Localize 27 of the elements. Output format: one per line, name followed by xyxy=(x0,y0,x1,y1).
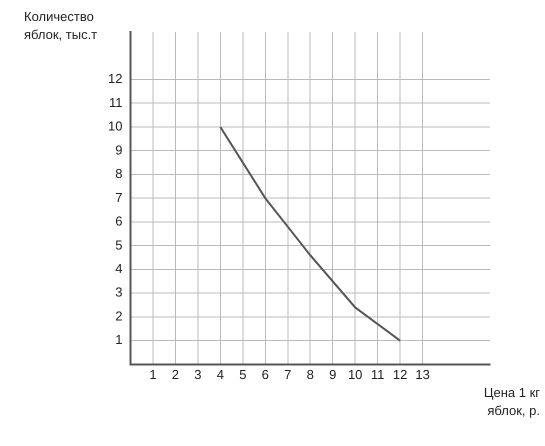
x-tick-label: 10 xyxy=(348,366,362,382)
y-axis-title: Количество яблок, тыс.т xyxy=(24,8,98,44)
y-tick-label: 7 xyxy=(115,190,122,205)
x-tick-label: 3 xyxy=(194,366,202,382)
x-tick-label: 1 xyxy=(149,366,157,382)
y-tick-label: 9 xyxy=(115,142,122,158)
x-tick-label: 8 xyxy=(306,366,314,382)
x-tick-label: 5 xyxy=(239,366,246,382)
y-tick-label: 5 xyxy=(115,237,122,252)
x-tick-label: 7 xyxy=(284,366,292,382)
y-tick-label: 12 xyxy=(108,71,122,86)
y-tick-label: 6 xyxy=(115,214,122,229)
x-tick-label: 6 xyxy=(262,366,269,382)
y-tick-label: 11 xyxy=(108,94,122,110)
y-tick-label: 10 xyxy=(108,118,122,134)
y-tick-label: 3 xyxy=(115,284,122,300)
x-tick-label: 12 xyxy=(392,366,408,382)
x-tick-label: 13 xyxy=(415,366,430,382)
y-tick-label: 4 xyxy=(115,261,122,276)
y-tick-label: 8 xyxy=(115,166,122,182)
x-tick-label: 4 xyxy=(216,366,224,382)
x-tick-label: 11 xyxy=(370,366,384,382)
x-tick-label: 9 xyxy=(329,366,336,382)
y-tick-label: 1 xyxy=(115,332,122,348)
x-tick-label: 2 xyxy=(172,366,180,382)
x-axis-title: Цена 1 кг яблок, р. xyxy=(482,384,540,420)
y-tick-label: 2 xyxy=(115,308,122,324)
